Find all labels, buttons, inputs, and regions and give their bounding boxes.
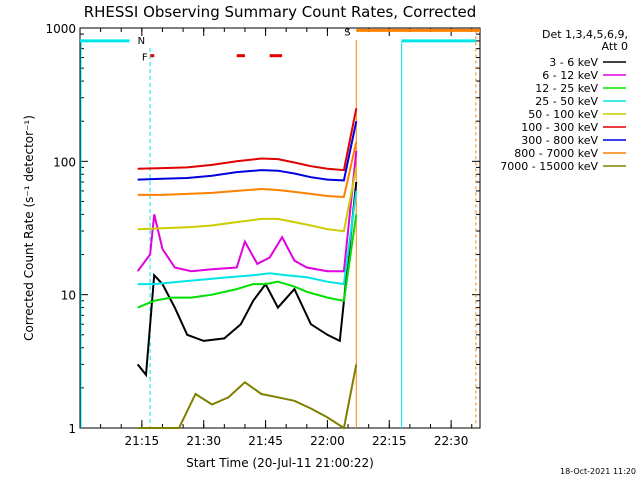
timestamp: 18-Oct-2021 11:20 <box>560 467 636 476</box>
legend-label-0: 3 - 6 keV <box>549 56 598 69</box>
plot-frame <box>79 27 481 429</box>
x-tick-label-5: 22:30 <box>434 434 469 448</box>
x-tick-label-0: 21:15 <box>125 434 160 448</box>
y-tick-label-1: 10 <box>61 289 76 303</box>
y-tick-label-0: 1 <box>68 422 76 436</box>
y-tick-label-2: 100 <box>53 155 76 169</box>
legend-label-8: 7000 - 15000 keV <box>500 160 598 173</box>
legend-label-7: 800 - 7000 keV <box>514 147 598 160</box>
series-line-1 <box>136 150 358 273</box>
series-line-0 <box>136 181 358 378</box>
x-axis-label: Start Time (20-Jul-11 21:00:22) <box>186 456 374 470</box>
y-axis-label: Corrected Count Rate (s⁻¹ detector⁻¹) <box>22 115 36 341</box>
legend-header-line1: Det 1,3,4,5,6,9, <box>542 28 628 41</box>
series-line-2 <box>137 214 358 309</box>
legend-label-2: 12 - 25 keV <box>535 82 598 95</box>
series-line-3 <box>137 190 358 286</box>
saa-flag-label: S <box>344 27 350 38</box>
x-tick-label-1: 21:30 <box>186 434 221 448</box>
legend-label-3: 25 - 50 keV <box>535 95 598 108</box>
x-tick-label-3: 22:00 <box>310 434 345 448</box>
legend-label-6: 300 - 800 keV <box>521 134 598 147</box>
y-tick-label-3: 1000 <box>45 22 76 36</box>
x-tick-label-2: 21:45 <box>248 434 283 448</box>
flare-flag-label: F <box>142 53 148 64</box>
series-line-5 <box>137 108 358 172</box>
series-line-8 <box>137 364 358 430</box>
legend-header-line2: Att 0 <box>602 40 628 53</box>
series-line-6 <box>137 120 358 182</box>
night-flag-label: N <box>138 36 145 47</box>
series-line-7 <box>137 141 358 199</box>
legend-label-4: 50 - 100 keV <box>528 108 598 121</box>
chart-marks: 21:15 21:30 21:45 22:00 22:15 22:30 1 10 100 1000… <box>45 22 626 448</box>
x-tick-label-4: 22:15 <box>372 434 407 448</box>
legend-label-5: 100 - 300 keV <box>521 121 598 134</box>
series-line-4 <box>137 167 358 233</box>
chart-title: RHESSI Observing Summary Count Rates, Co… <box>84 3 477 21</box>
legend-label-1: 6 - 12 keV <box>542 69 598 82</box>
